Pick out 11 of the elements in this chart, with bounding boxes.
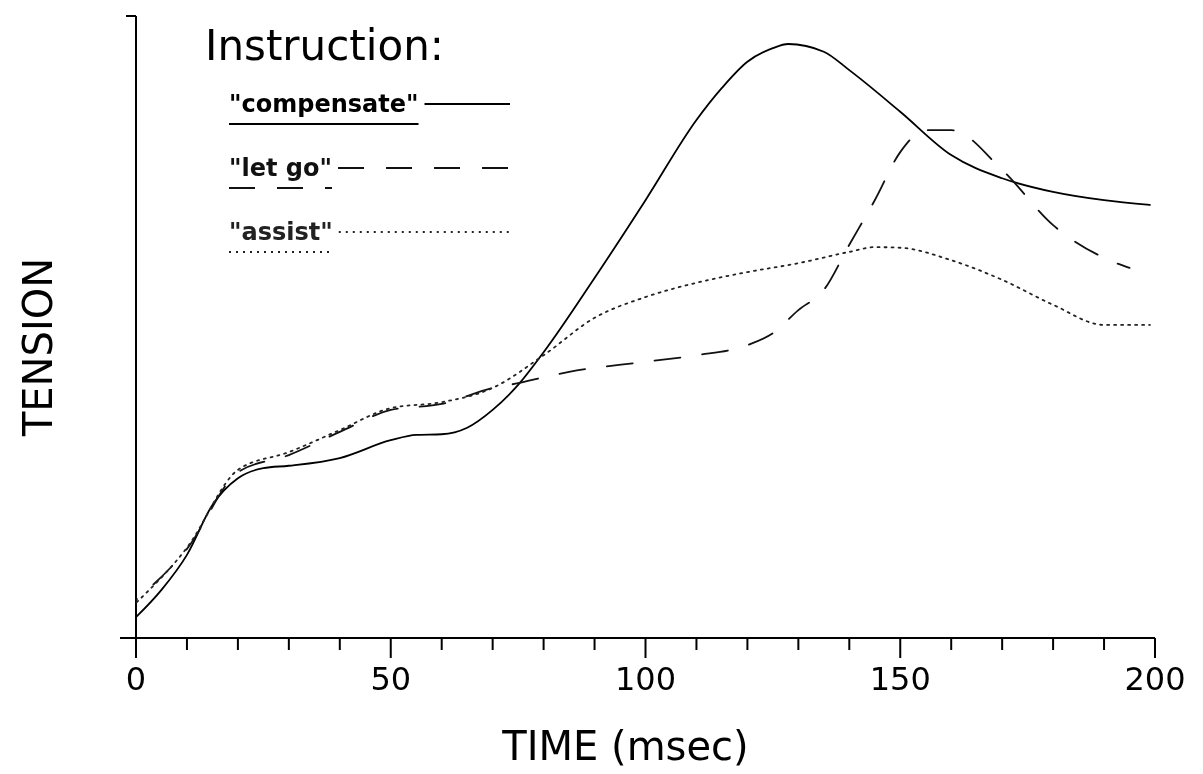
x-tick-label: 200 — [1124, 660, 1186, 698]
legend-label: "compensate" — [229, 90, 419, 118]
text: "let go" — [229, 154, 333, 182]
x-tick-label: 50 — [370, 660, 412, 698]
x-tick-label: 150 — [869, 660, 931, 698]
x-tick-label: 100 — [614, 660, 677, 698]
y-axis-title: TENSION — [15, 257, 61, 438]
x-tick-label: 0 — [125, 660, 147, 698]
x-axis-title: TIME (msec) — [501, 723, 749, 769]
legend-title: Instruction: — [205, 21, 444, 70]
text: "assist" — [229, 218, 333, 246]
